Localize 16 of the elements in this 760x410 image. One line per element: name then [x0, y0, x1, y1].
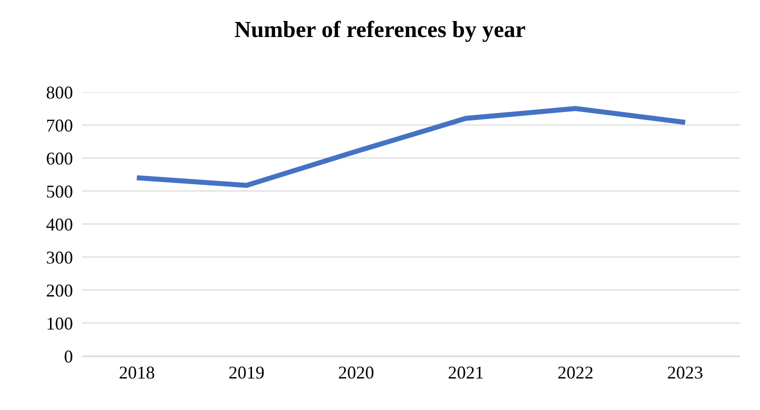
x-tick-label: 2023 [667, 362, 704, 383]
y-tick-label: 200 [46, 280, 73, 300]
x-tick-label: 2022 [558, 362, 594, 383]
y-tick-label: 300 [46, 247, 73, 268]
y-tick-label: 600 [46, 148, 73, 168]
y-tick-label: 400 [46, 214, 73, 234]
y-tick-label: 700 [46, 115, 73, 136]
y-tick-label: 100 [46, 313, 73, 334]
x-tick-label: 2020 [338, 362, 374, 383]
chart-title: Number of references by year [234, 16, 526, 42]
x-tick-label: 2021 [448, 362, 484, 383]
y-tick-label: 800 [46, 82, 73, 102]
y-tick-label: 0 [64, 346, 73, 366]
x-tick-label: 2018 [118, 362, 155, 383]
x-tick-label: 2019 [228, 362, 264, 383]
y-tick-label: 500 [46, 181, 73, 202]
